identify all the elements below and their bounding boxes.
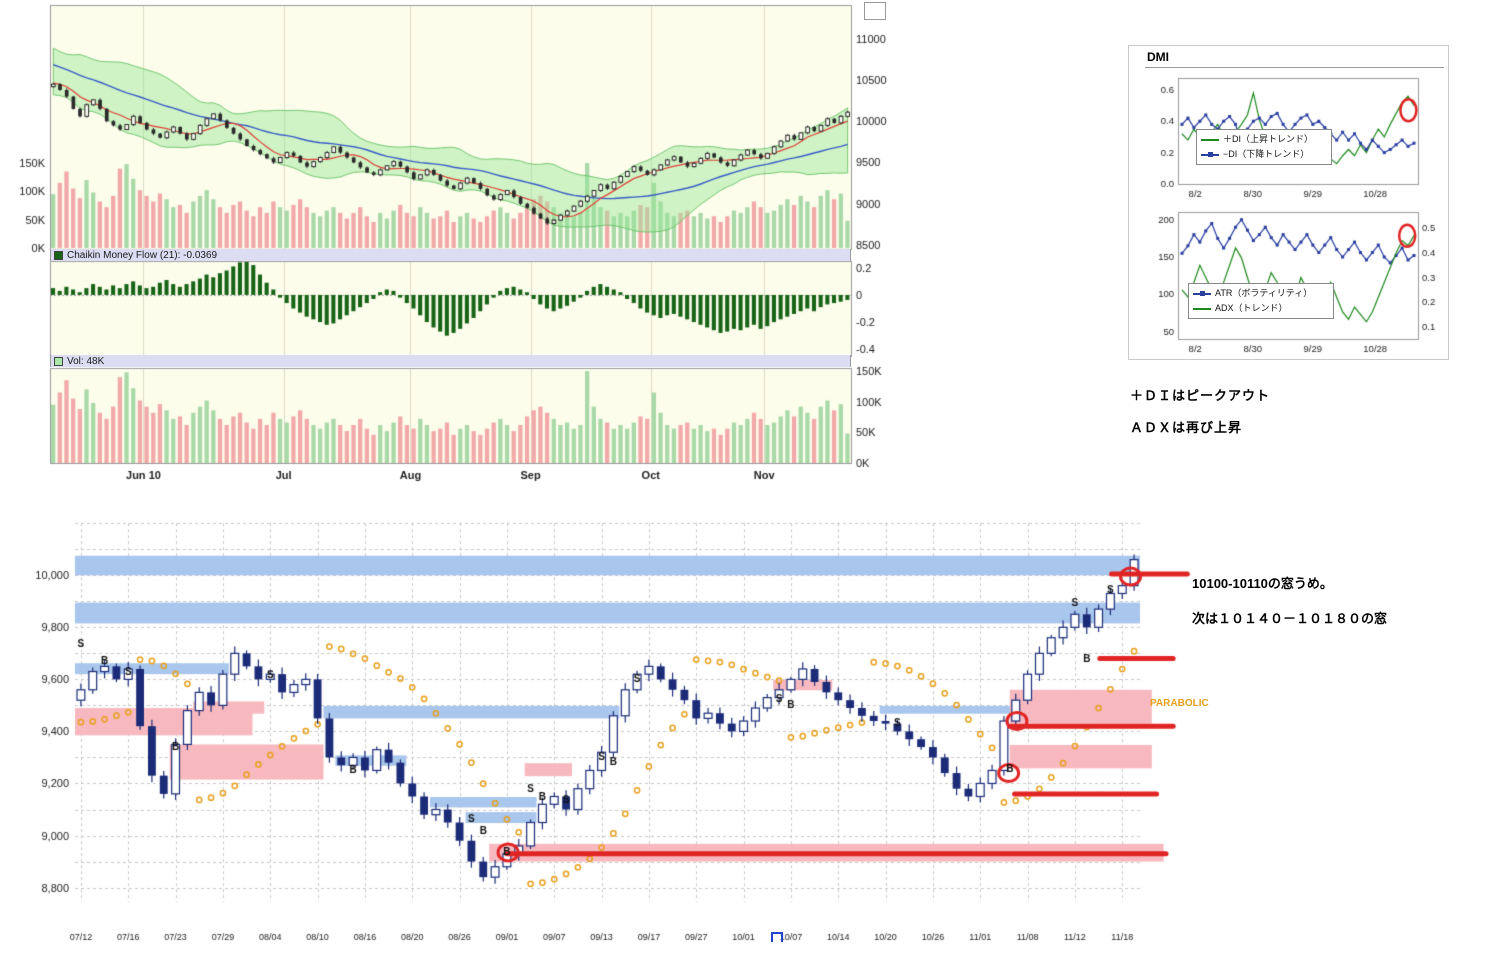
dmi-legend: ＋DI（上昇トレンド） −DI（下降トレンド）	[1196, 129, 1332, 165]
parabolic-label: PARABOLIC	[1150, 698, 1209, 709]
plus-di-legend-item: ＋DI（上昇トレンド）	[1201, 132, 1327, 147]
volume-panel-header: Vol: 48K	[50, 355, 851, 367]
chaikin-legend-icon	[54, 250, 63, 260]
atr-adx-legend: ATR（ボラティリティ） ADX（トレンド）	[1188, 283, 1334, 319]
gap-fill-annotation: 10100-10110の窓うめ。	[1192, 576, 1333, 591]
minus-di-line-icon	[1201, 152, 1219, 157]
atr-legend-item: ATR（ボラティリティ）	[1193, 286, 1329, 301]
dmi-note-peak-out: ＋ＤＩはピークアウト	[1130, 388, 1271, 403]
chaikin-panel-header: Chaikin Money Flow (21): -0.0369	[50, 249, 851, 261]
minus-di-legend-item: −DI（下降トレンド）	[1201, 147, 1327, 162]
adx-line-icon	[1193, 307, 1211, 310]
overview-price-chart-canvas	[0, 0, 900, 495]
stray-glyph	[771, 932, 783, 942]
adx-legend-item: ADX（トレンド）	[1193, 301, 1329, 316]
minus-di-legend-label: −DI（下降トレンド）	[1223, 149, 1310, 159]
daily-candlestick-chart-canvas	[30, 500, 1250, 960]
plus-di-line-icon	[1201, 138, 1219, 141]
atr-line-icon	[1193, 291, 1211, 296]
chaikin-panel-label: Chaikin Money Flow (21): -0.0369	[67, 249, 218, 261]
dmi-title-text: DMI	[1147, 50, 1169, 64]
volume-panel-label: Vol: 48K	[67, 355, 105, 367]
dmi-note-adx-rise: ＡＤＸは再び上昇	[1130, 420, 1243, 435]
next-gap-annotation: 次は１０１４０－１０１８０の窓	[1192, 611, 1388, 626]
plus-di-legend-label: ＋DI（上昇トレンド）	[1223, 134, 1314, 144]
adx-legend-label: ADX（トレンド）	[1215, 303, 1288, 313]
volume-legend-icon	[54, 356, 63, 366]
empty-legend-box	[864, 2, 886, 20]
atr-legend-label: ATR（ボラティリティ）	[1215, 288, 1313, 298]
